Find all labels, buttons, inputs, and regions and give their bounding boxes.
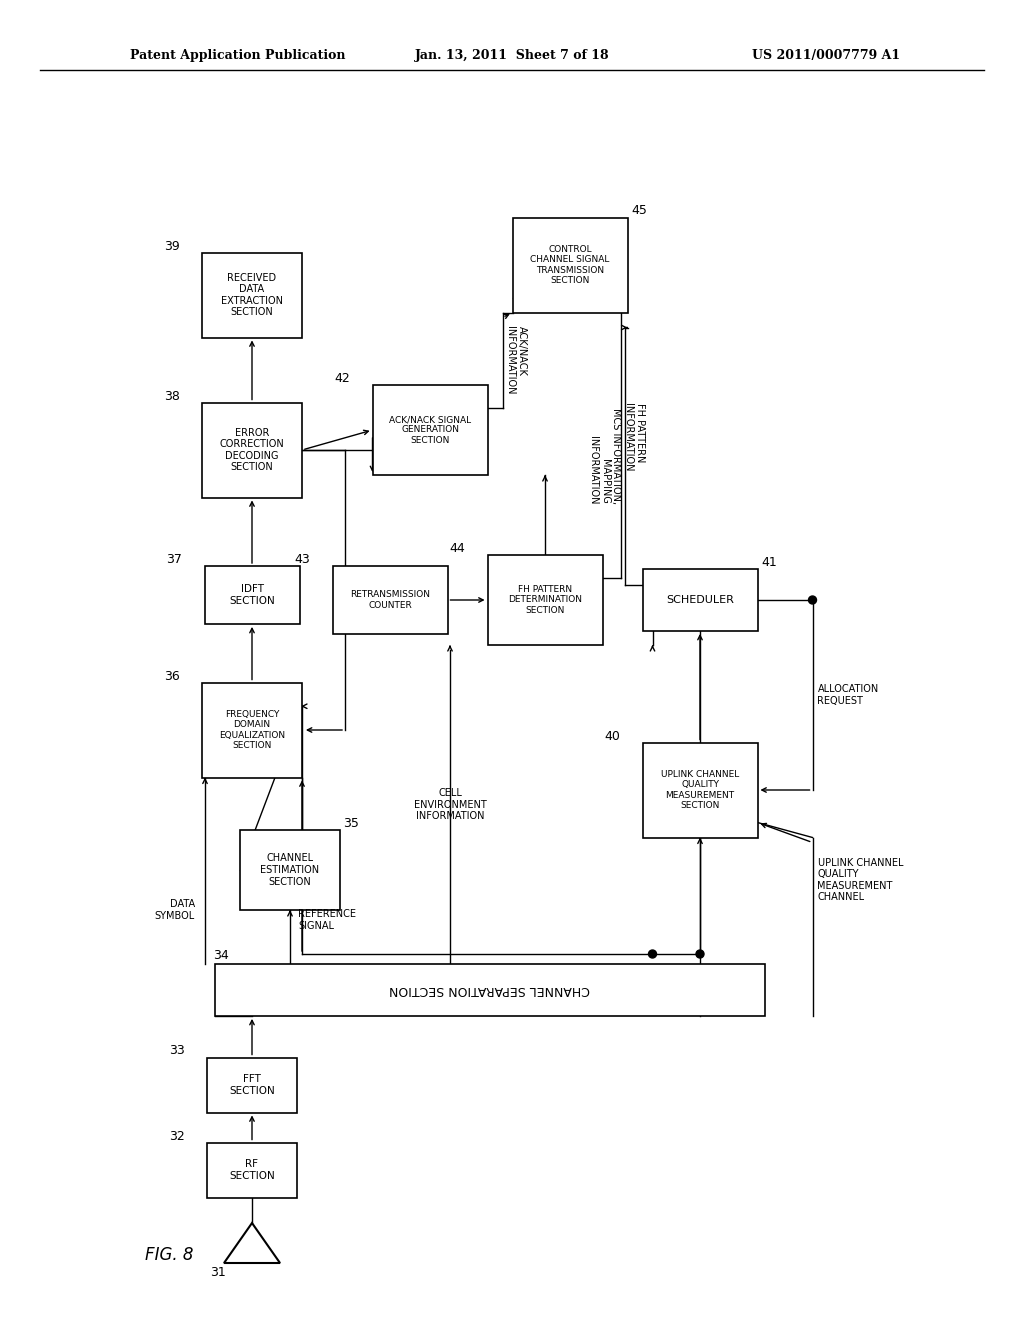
FancyBboxPatch shape — [207, 1143, 297, 1197]
FancyBboxPatch shape — [240, 830, 340, 909]
Text: FH PATTERN
INFORMATION: FH PATTERN INFORMATION — [624, 403, 645, 471]
Text: ALLOCATION
REQUEST: ALLOCATION REQUEST — [817, 684, 879, 706]
Text: 40: 40 — [604, 730, 621, 742]
FancyBboxPatch shape — [373, 385, 487, 475]
Text: CONTROL
CHANNEL SIGNAL
TRANSMISSION
SECTION: CONTROL CHANNEL SIGNAL TRANSMISSION SECT… — [530, 246, 609, 285]
Text: UPLINK CHANNEL
QUALITY
MEASUREMENT
SECTION: UPLINK CHANNEL QUALITY MEASUREMENT SECTI… — [660, 770, 739, 810]
FancyBboxPatch shape — [215, 964, 765, 1016]
Text: 32: 32 — [169, 1130, 184, 1143]
Text: 43: 43 — [295, 553, 310, 566]
Circle shape — [809, 597, 816, 605]
Text: 42: 42 — [335, 372, 350, 385]
Text: DATA
SYMBOL: DATA SYMBOL — [155, 899, 195, 921]
Text: FFT
SECTION: FFT SECTION — [229, 1074, 274, 1096]
FancyBboxPatch shape — [205, 566, 299, 624]
Text: FIG. 8: FIG. 8 — [145, 1246, 194, 1265]
Text: RETRANSMISSION
COUNTER: RETRANSMISSION COUNTER — [350, 590, 430, 610]
Text: 41: 41 — [762, 556, 777, 569]
Text: Jan. 13, 2011  Sheet 7 of 18: Jan. 13, 2011 Sheet 7 of 18 — [415, 49, 609, 62]
FancyBboxPatch shape — [202, 403, 302, 498]
Text: 37: 37 — [167, 553, 182, 566]
FancyBboxPatch shape — [202, 682, 302, 777]
Text: RECEIVED
DATA
EXTRACTION
SECTION: RECEIVED DATA EXTRACTION SECTION — [221, 273, 283, 317]
Text: UPLINK CHANNEL
QUALITY
MEASUREMENT
CHANNEL: UPLINK CHANNEL QUALITY MEASUREMENT CHANN… — [817, 858, 903, 903]
Text: 36: 36 — [164, 669, 180, 682]
FancyBboxPatch shape — [642, 569, 758, 631]
FancyBboxPatch shape — [487, 554, 602, 645]
Text: US 2011/0007779 A1: US 2011/0007779 A1 — [752, 49, 900, 62]
Text: 34: 34 — [213, 949, 228, 962]
Text: CELL
ENVIRONMENT
INFORMATION: CELL ENVIRONMENT INFORMATION — [414, 788, 486, 821]
Text: 33: 33 — [169, 1044, 184, 1057]
Text: 38: 38 — [164, 389, 180, 403]
Text: Patent Application Publication: Patent Application Publication — [130, 49, 345, 62]
FancyBboxPatch shape — [333, 566, 447, 634]
Text: CHANNEL SEPARATION SECTION: CHANNEL SEPARATION SECTION — [389, 983, 591, 997]
FancyBboxPatch shape — [642, 742, 758, 837]
Text: ACK/NACK SIGNAL
GENERATION
SECTION: ACK/NACK SIGNAL GENERATION SECTION — [389, 414, 471, 445]
Text: 39: 39 — [164, 239, 180, 252]
Text: 35: 35 — [343, 817, 358, 830]
Text: IDFT
SECTION: IDFT SECTION — [229, 585, 274, 606]
Text: FREQUENCY
DOMAIN
EQUALIZATION
SECTION: FREQUENCY DOMAIN EQUALIZATION SECTION — [219, 710, 285, 750]
Text: 44: 44 — [450, 543, 465, 554]
Circle shape — [648, 950, 656, 958]
Text: 45: 45 — [632, 205, 647, 218]
FancyBboxPatch shape — [202, 252, 302, 338]
Text: CHANNEL
ESTIMATION
SECTION: CHANNEL ESTIMATION SECTION — [260, 854, 319, 887]
Text: REFERENCE
SIGNAL: REFERENCE SIGNAL — [298, 909, 356, 931]
Text: RF
SECTION: RF SECTION — [229, 1159, 274, 1181]
Text: MCS INFORMATION,
MAPPING
INFORMATION: MCS INFORMATION, MAPPING INFORMATION — [589, 408, 622, 504]
FancyBboxPatch shape — [207, 1057, 297, 1113]
Text: ERROR
CORRECTION
DECODING
SECTION: ERROR CORRECTION DECODING SECTION — [219, 428, 285, 473]
Text: 31: 31 — [210, 1266, 225, 1279]
Text: ACK/NACK
INFORMATION: ACK/NACK INFORMATION — [506, 326, 527, 395]
Text: FH PATTERN
DETERMINATION
SECTION: FH PATTERN DETERMINATION SECTION — [508, 585, 582, 615]
FancyBboxPatch shape — [512, 218, 628, 313]
Circle shape — [696, 950, 705, 958]
Text: SCHEDULER: SCHEDULER — [666, 595, 734, 605]
